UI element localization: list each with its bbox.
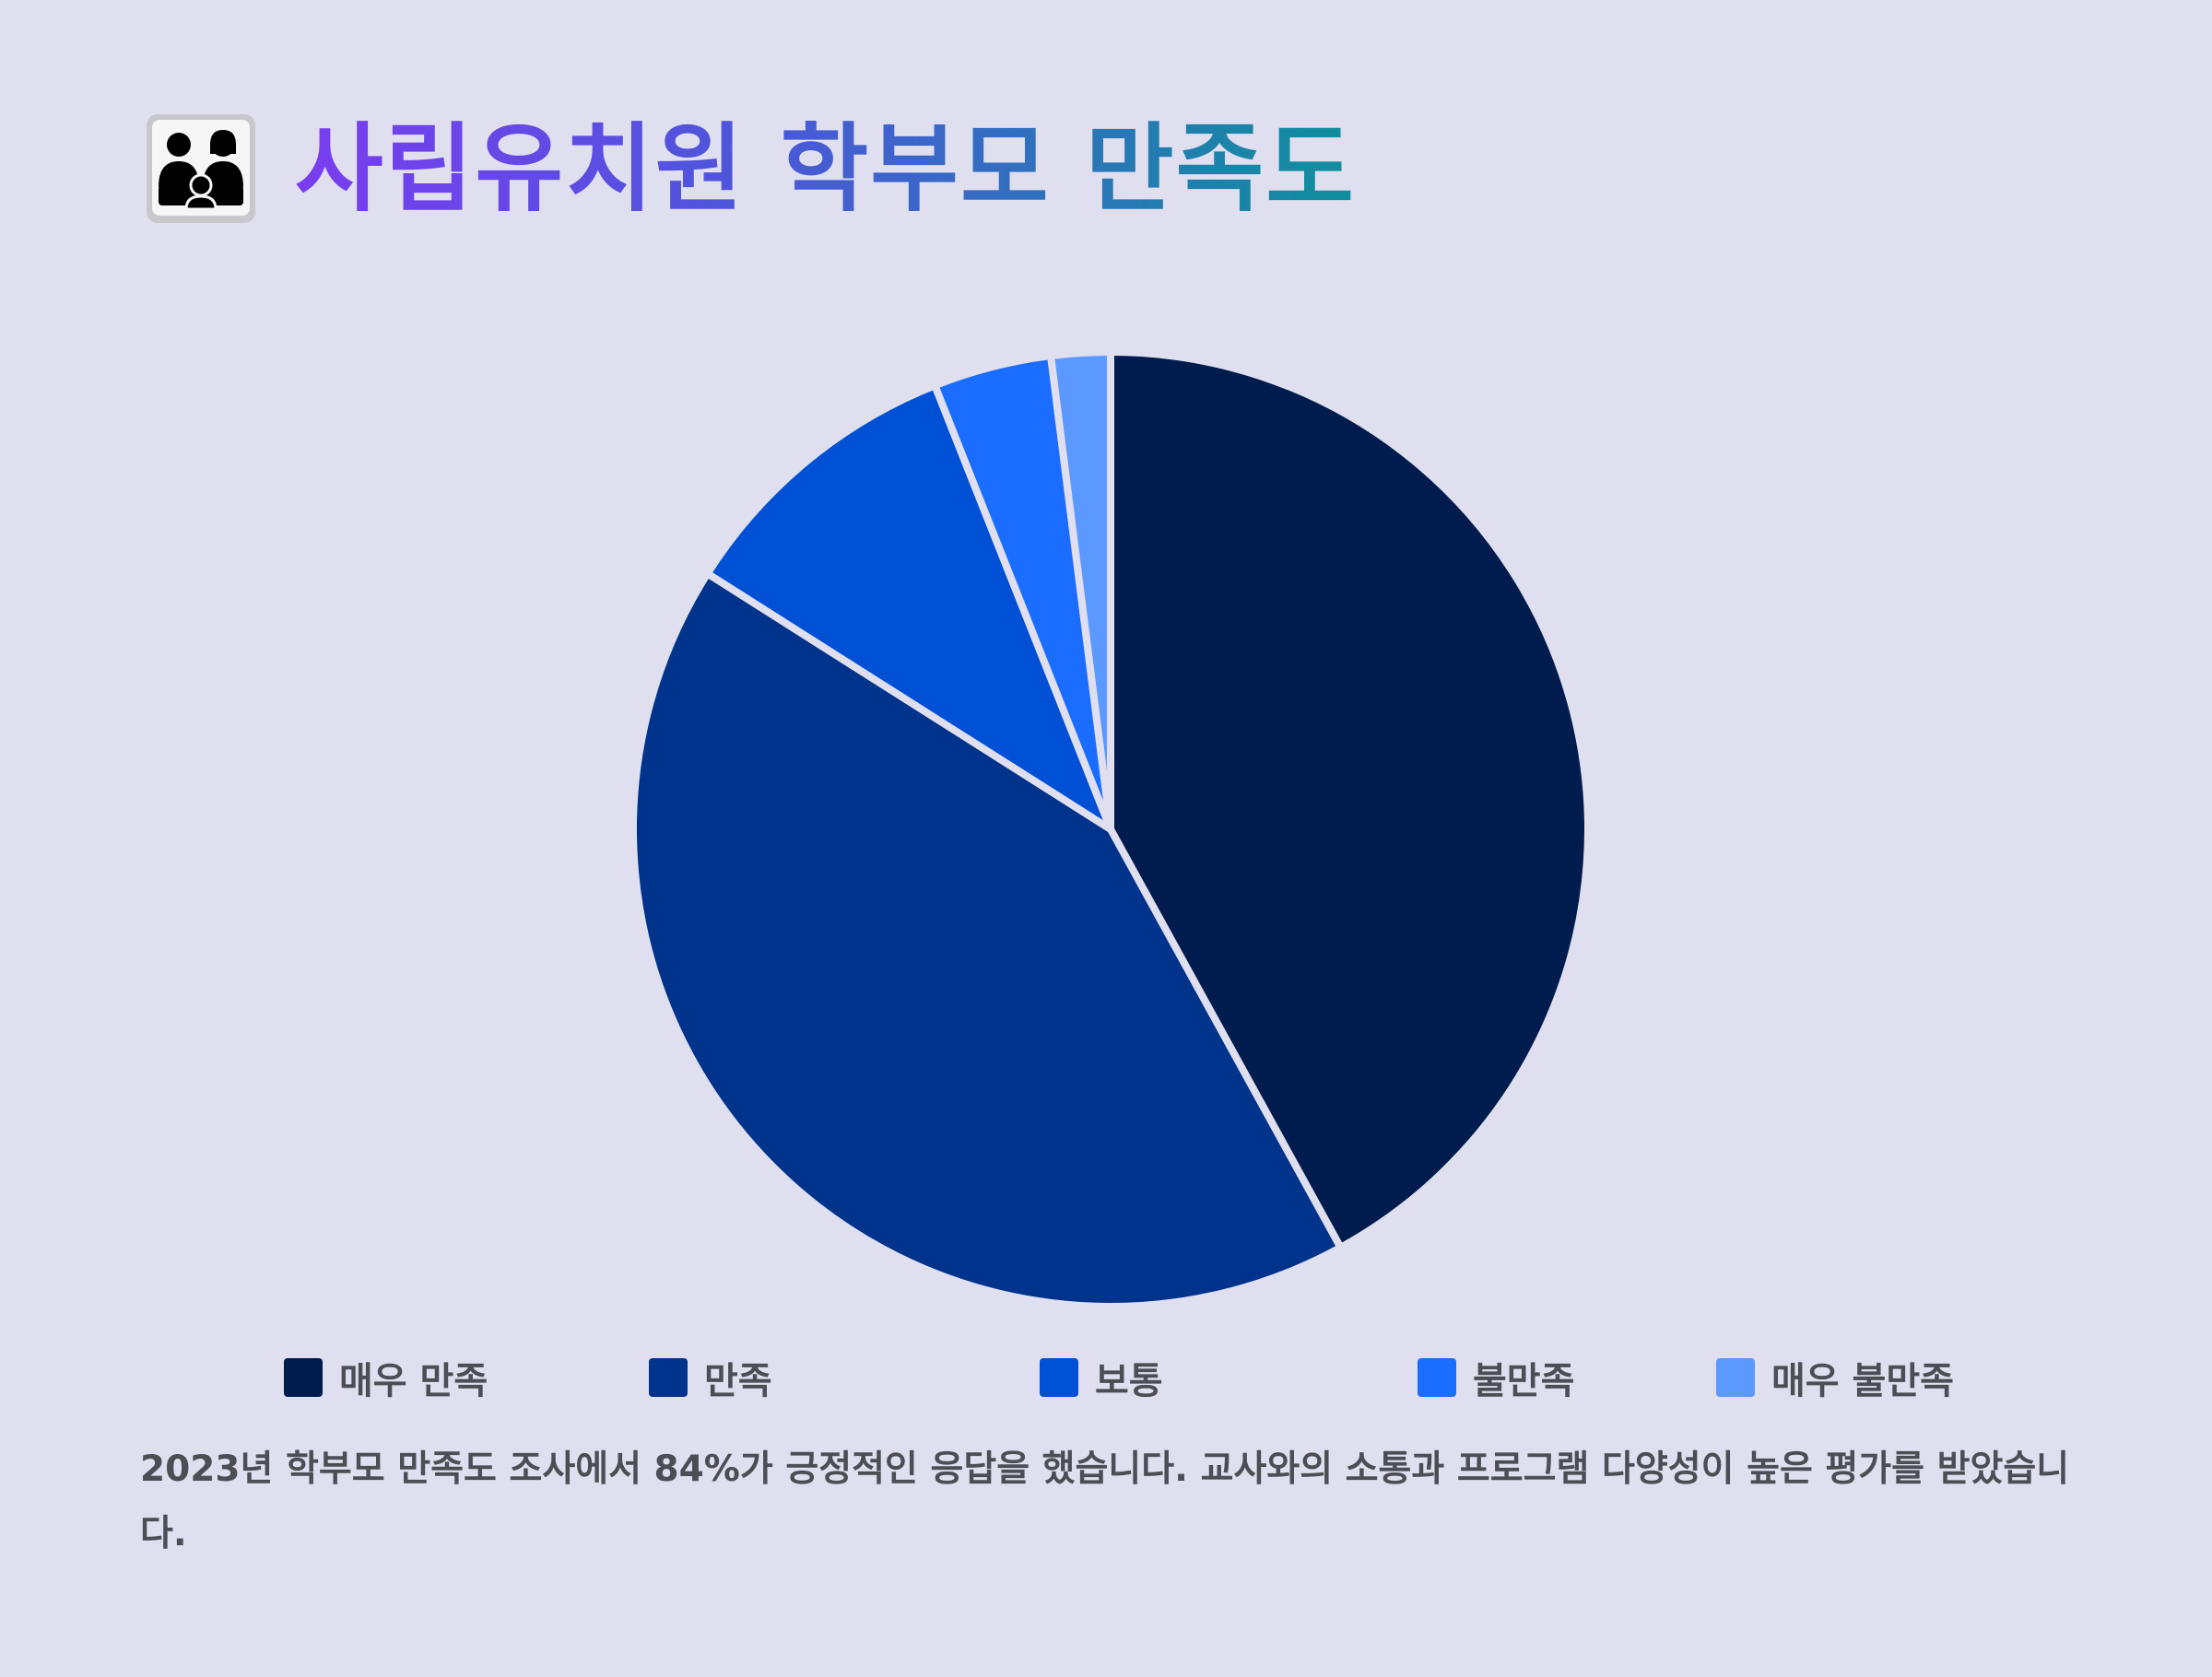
legend-label: 매우 불만족 <box>1771 1360 1954 1402</box>
legend-swatch <box>1040 1358 1078 1397</box>
page-title: 사립유치원 학부모 만족도 <box>295 112 1356 225</box>
pie-slice-2 <box>629 569 1345 1311</box>
legend-label: 매우 만족 <box>339 1360 488 1402</box>
pie-chart <box>629 348 1592 1311</box>
legend-label: 만족 <box>704 1360 772 1402</box>
header: 사립유치원 학부모 만족도 <box>144 109 1356 229</box>
legend-label: 보통 <box>1095 1360 1163 1402</box>
legend-item-1: 매우 만족 <box>284 1350 488 1405</box>
legend-item-3: 보통 <box>1040 1350 1163 1405</box>
legend-swatch <box>1418 1358 1456 1397</box>
legend-swatch <box>649 1358 688 1397</box>
legend-item-2: 만족 <box>649 1350 772 1405</box>
legend-swatch <box>1716 1358 1755 1397</box>
chart-legend: 매우 만족 만족 보통 불만족 매우 불만족 <box>0 1350 2212 1405</box>
caption: 2023년 학부모 만족도 조사에서 84%가 긍정적인 응답을 했습니다. 교… <box>140 1448 2070 1554</box>
legend-label: 불만족 <box>1473 1360 1575 1402</box>
family-icon <box>147 114 255 223</box>
legend-item-5: 매우 불만족 <box>1716 1350 1954 1405</box>
legend-swatch <box>284 1358 323 1397</box>
pie-slice-5 <box>1047 348 1114 833</box>
legend-item-4: 불만족 <box>1418 1350 1574 1405</box>
pie-slice-1 <box>1107 348 1592 1251</box>
pie-slice-3 <box>703 381 1114 833</box>
